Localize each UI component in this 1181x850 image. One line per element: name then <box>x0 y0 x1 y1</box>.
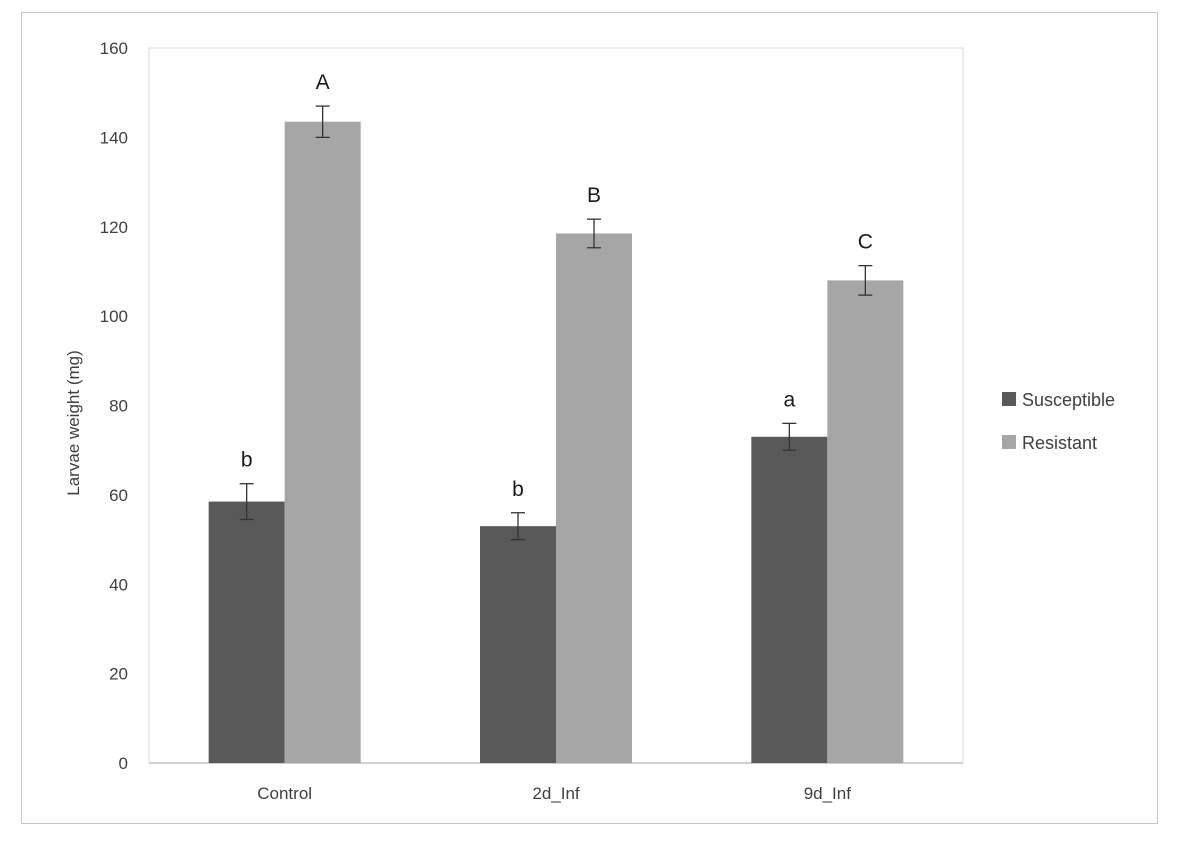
plot-area: 0 20 40 60 80 100 120 140 160 b A Control b B 2d_Inf a C… <box>100 39 964 803</box>
x-tick-label: 2d_Inf <box>532 784 580 803</box>
y-tick-label: 80 <box>109 397 128 416</box>
legend-label: Susceptible <box>1022 390 1115 410</box>
bar <box>751 436 828 763</box>
y-tick-label: 40 <box>109 575 128 594</box>
y-tick-label: 0 <box>119 754 128 773</box>
bar <box>556 233 632 763</box>
significance-label: A <box>316 71 330 94</box>
significance-label: b <box>241 449 253 472</box>
legend: Susceptible Resistant <box>1002 390 1115 453</box>
y-tick-label: 140 <box>100 128 128 147</box>
y-tick-label: 20 <box>109 665 128 684</box>
bar <box>284 121 361 763</box>
x-tick-label: 9d_Inf <box>804 784 852 803</box>
y-axis-title-group: Larvae weight (mg) <box>64 350 83 496</box>
significance-label: a <box>783 388 795 411</box>
y-tick-label: 100 <box>100 307 128 326</box>
y-axis-title: Larvae weight (mg) <box>64 350 83 496</box>
legend-label: Resistant <box>1022 433 1097 453</box>
legend-swatch <box>1002 392 1016 406</box>
x-tick-label: Control <box>257 784 312 803</box>
legend-swatch <box>1002 435 1016 449</box>
significance-label: C <box>858 231 873 254</box>
bar <box>480 526 556 763</box>
y-tick-label: 60 <box>109 486 128 505</box>
y-tick-label: 160 <box>100 39 128 58</box>
significance-label: b <box>512 478 524 501</box>
significance-label: B <box>587 184 601 207</box>
bar <box>208 501 285 763</box>
y-tick-label: 120 <box>100 218 128 237</box>
bar <box>827 280 904 763</box>
